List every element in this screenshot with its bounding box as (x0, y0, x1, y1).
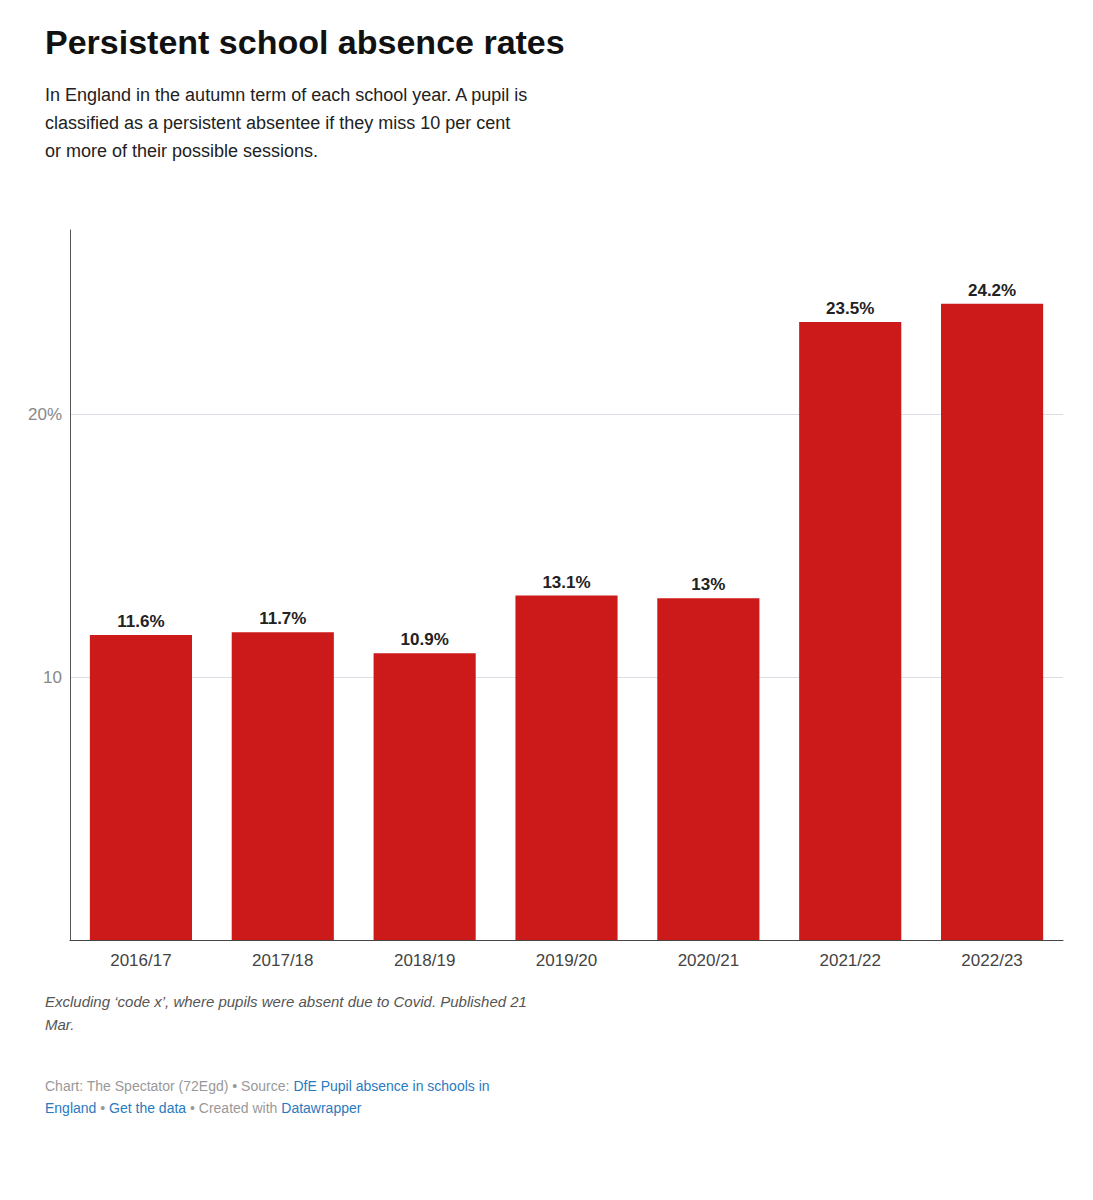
svg-text:23.5%: 23.5% (826, 299, 874, 318)
svg-text:13.1%: 13.1% (542, 573, 590, 592)
svg-text:2018/19: 2018/19 (394, 951, 455, 970)
svg-text:2019/20: 2019/20 (536, 951, 597, 970)
svg-text:11.7%: 11.7% (259, 609, 306, 628)
svg-text:10.9%: 10.9% (401, 630, 449, 649)
svg-text:Persistent school absence rate: Persistent school absence rates (45, 23, 565, 61)
svg-text:Datawrapper: Datawrapper (281, 1100, 361, 1116)
svg-text:2021/22: 2021/22 (819, 951, 880, 970)
svg-text:• Created with: • Created with (186, 1100, 281, 1116)
svg-text:Chart: The Spectator (72Egd) •: Chart: The Spectator (72Egd) • Source: (45, 1078, 293, 1094)
svg-text:Get the data: Get the data (109, 1100, 186, 1116)
svg-text:24.2%: 24.2% (968, 281, 1016, 300)
svg-text:Mar.: Mar. (45, 1016, 74, 1033)
svg-text:10: 10 (43, 668, 62, 687)
svg-text:13%: 13% (691, 575, 725, 594)
svg-text:classified as a persistent abs: classified as a persistent absentee if t… (45, 113, 510, 133)
svg-text:2016/17: 2016/17 (110, 951, 171, 970)
svg-text:In England in the autumn term: In England in the autumn term of each sc… (45, 85, 527, 105)
svg-text:DfE Pupil absence in schools i: DfE Pupil absence in schools in (293, 1078, 489, 1094)
svg-text:England: England (45, 1100, 96, 1116)
svg-text:11.6%: 11.6% (117, 612, 164, 631)
svg-text:•: • (96, 1100, 109, 1116)
svg-text:2022/23: 2022/23 (961, 951, 1022, 970)
svg-text:Excluding ‘code x’, where pupi: Excluding ‘code x’, where pupils were ab… (45, 993, 527, 1010)
svg-text:2017/18: 2017/18 (252, 951, 313, 970)
svg-text:20%: 20% (28, 405, 62, 424)
svg-text:2020/21: 2020/21 (678, 951, 739, 970)
svg-text:or more of their possible sess: or more of their possible sessions. (45, 141, 318, 161)
